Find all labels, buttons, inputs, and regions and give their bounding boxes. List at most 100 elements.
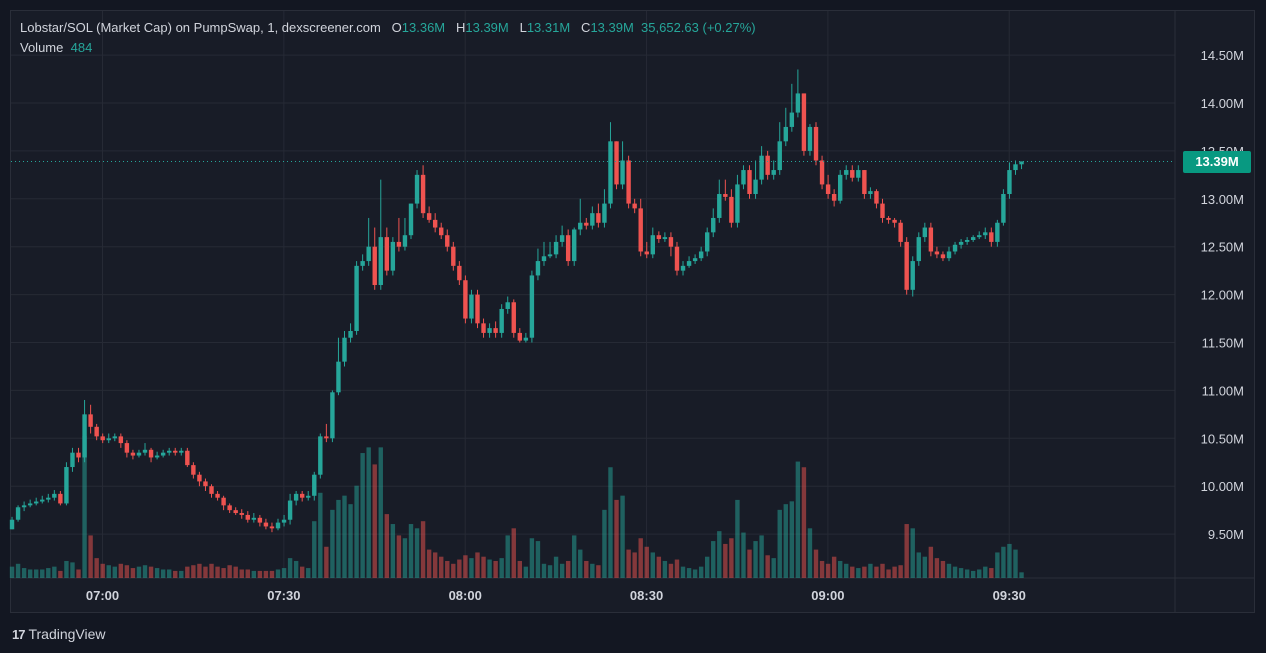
volume-bar xyxy=(584,560,589,578)
volume-bar xyxy=(523,566,529,578)
candle-body xyxy=(221,497,226,506)
candle-body xyxy=(844,170,849,175)
candle-body xyxy=(191,465,196,475)
candle-body xyxy=(306,495,311,498)
volume-bar xyxy=(34,569,39,578)
volume-bar xyxy=(100,563,105,578)
volume-bar xyxy=(632,552,637,578)
volume-bar xyxy=(789,501,795,578)
volume-bar xyxy=(15,563,21,578)
volume-bar xyxy=(185,566,190,578)
candle-body xyxy=(964,239,970,242)
volume-bar xyxy=(384,514,390,578)
candle-body xyxy=(330,392,335,439)
candles xyxy=(9,69,1024,533)
volume-bar xyxy=(312,521,317,578)
volume-bar xyxy=(197,563,202,578)
candle-body xyxy=(324,436,329,439)
y-tick-label: 10.50M xyxy=(1201,431,1244,446)
candle-body xyxy=(547,254,553,257)
volume-bar xyxy=(759,535,764,578)
volume-bar xyxy=(293,560,299,578)
volume-bar xyxy=(287,558,293,578)
volume-bar xyxy=(735,499,740,578)
candle-body xyxy=(312,474,317,496)
volume-bar xyxy=(644,546,649,578)
candle-body xyxy=(251,517,257,520)
candle-body xyxy=(94,426,99,437)
candle-body xyxy=(753,179,758,195)
x-tick-label: 08:00 xyxy=(449,588,482,603)
candle-body xyxy=(789,112,795,127)
volume-bar xyxy=(692,569,698,578)
volume-bar xyxy=(1013,549,1018,578)
volume-bar xyxy=(269,570,275,578)
last-price-badge: 13.39M xyxy=(1183,151,1251,173)
volume-bar xyxy=(203,566,208,578)
candle-body xyxy=(475,294,480,324)
volume-bar xyxy=(306,568,311,578)
volume-bar xyxy=(596,565,601,578)
candle-body xyxy=(862,170,867,195)
volume-bar xyxy=(154,568,160,578)
candle-body xyxy=(21,505,27,508)
candle-body xyxy=(372,246,377,286)
candle-body xyxy=(662,237,668,240)
volume-bar xyxy=(958,568,964,578)
candle-body xyxy=(88,414,93,427)
volume-bar xyxy=(668,563,674,578)
candle-body xyxy=(765,155,770,175)
candle-body xyxy=(1013,164,1018,171)
volume-bar xyxy=(620,495,625,578)
volume-bar xyxy=(481,556,486,578)
candle-body xyxy=(723,194,728,197)
volume-bar xyxy=(934,558,940,578)
volume-bar xyxy=(553,556,559,578)
volume-bar xyxy=(874,566,879,578)
tradingview-brand[interactable]: 17 TradingView xyxy=(12,626,106,642)
candle-body xyxy=(166,450,172,453)
volume-bar xyxy=(626,549,631,578)
candle-body xyxy=(874,191,879,204)
candle-body xyxy=(614,141,619,185)
volume-bar xyxy=(946,563,952,578)
volume-bar xyxy=(451,563,456,578)
volume-bar xyxy=(765,555,770,578)
volume-bar xyxy=(378,447,383,578)
candle-body xyxy=(559,235,565,242)
volume-label: Volume xyxy=(20,40,64,55)
candle-body xyxy=(777,141,782,171)
volume-bar xyxy=(94,558,99,578)
candle-body xyxy=(426,213,432,220)
volume-bar xyxy=(964,569,970,578)
volume-bar xyxy=(330,509,335,578)
volume-bar xyxy=(402,538,408,578)
candle-body xyxy=(27,503,33,506)
candle-body xyxy=(445,235,450,247)
volume-bar xyxy=(831,556,837,578)
volume-bar xyxy=(318,492,323,578)
candle-body xyxy=(197,474,202,482)
candle-body xyxy=(451,246,456,266)
candle-body xyxy=(142,449,148,453)
volume-bar xyxy=(868,563,873,578)
candle-body xyxy=(952,244,958,252)
candle-body xyxy=(457,265,462,281)
candle-body xyxy=(70,452,75,468)
candle-body xyxy=(825,184,831,195)
volume-bar xyxy=(179,570,184,578)
volume-bar xyxy=(880,563,885,578)
candle-body xyxy=(100,436,105,441)
candle-body xyxy=(342,337,347,362)
chart-title: Lobstar/SOL (Market Cap) on PumpSwap, 1,… xyxy=(20,20,381,35)
volume-bar xyxy=(590,563,595,578)
candle-body xyxy=(886,217,891,220)
candle-body xyxy=(281,519,287,523)
volume-bar xyxy=(324,546,329,578)
volume-bar xyxy=(995,552,1000,578)
candle-body xyxy=(632,203,637,209)
chart-header: Lobstar/SOL (Market Cap) on PumpSwap, 1,… xyxy=(20,20,756,35)
candle-body xyxy=(505,302,510,309)
x-tick-label: 08:30 xyxy=(630,588,663,603)
